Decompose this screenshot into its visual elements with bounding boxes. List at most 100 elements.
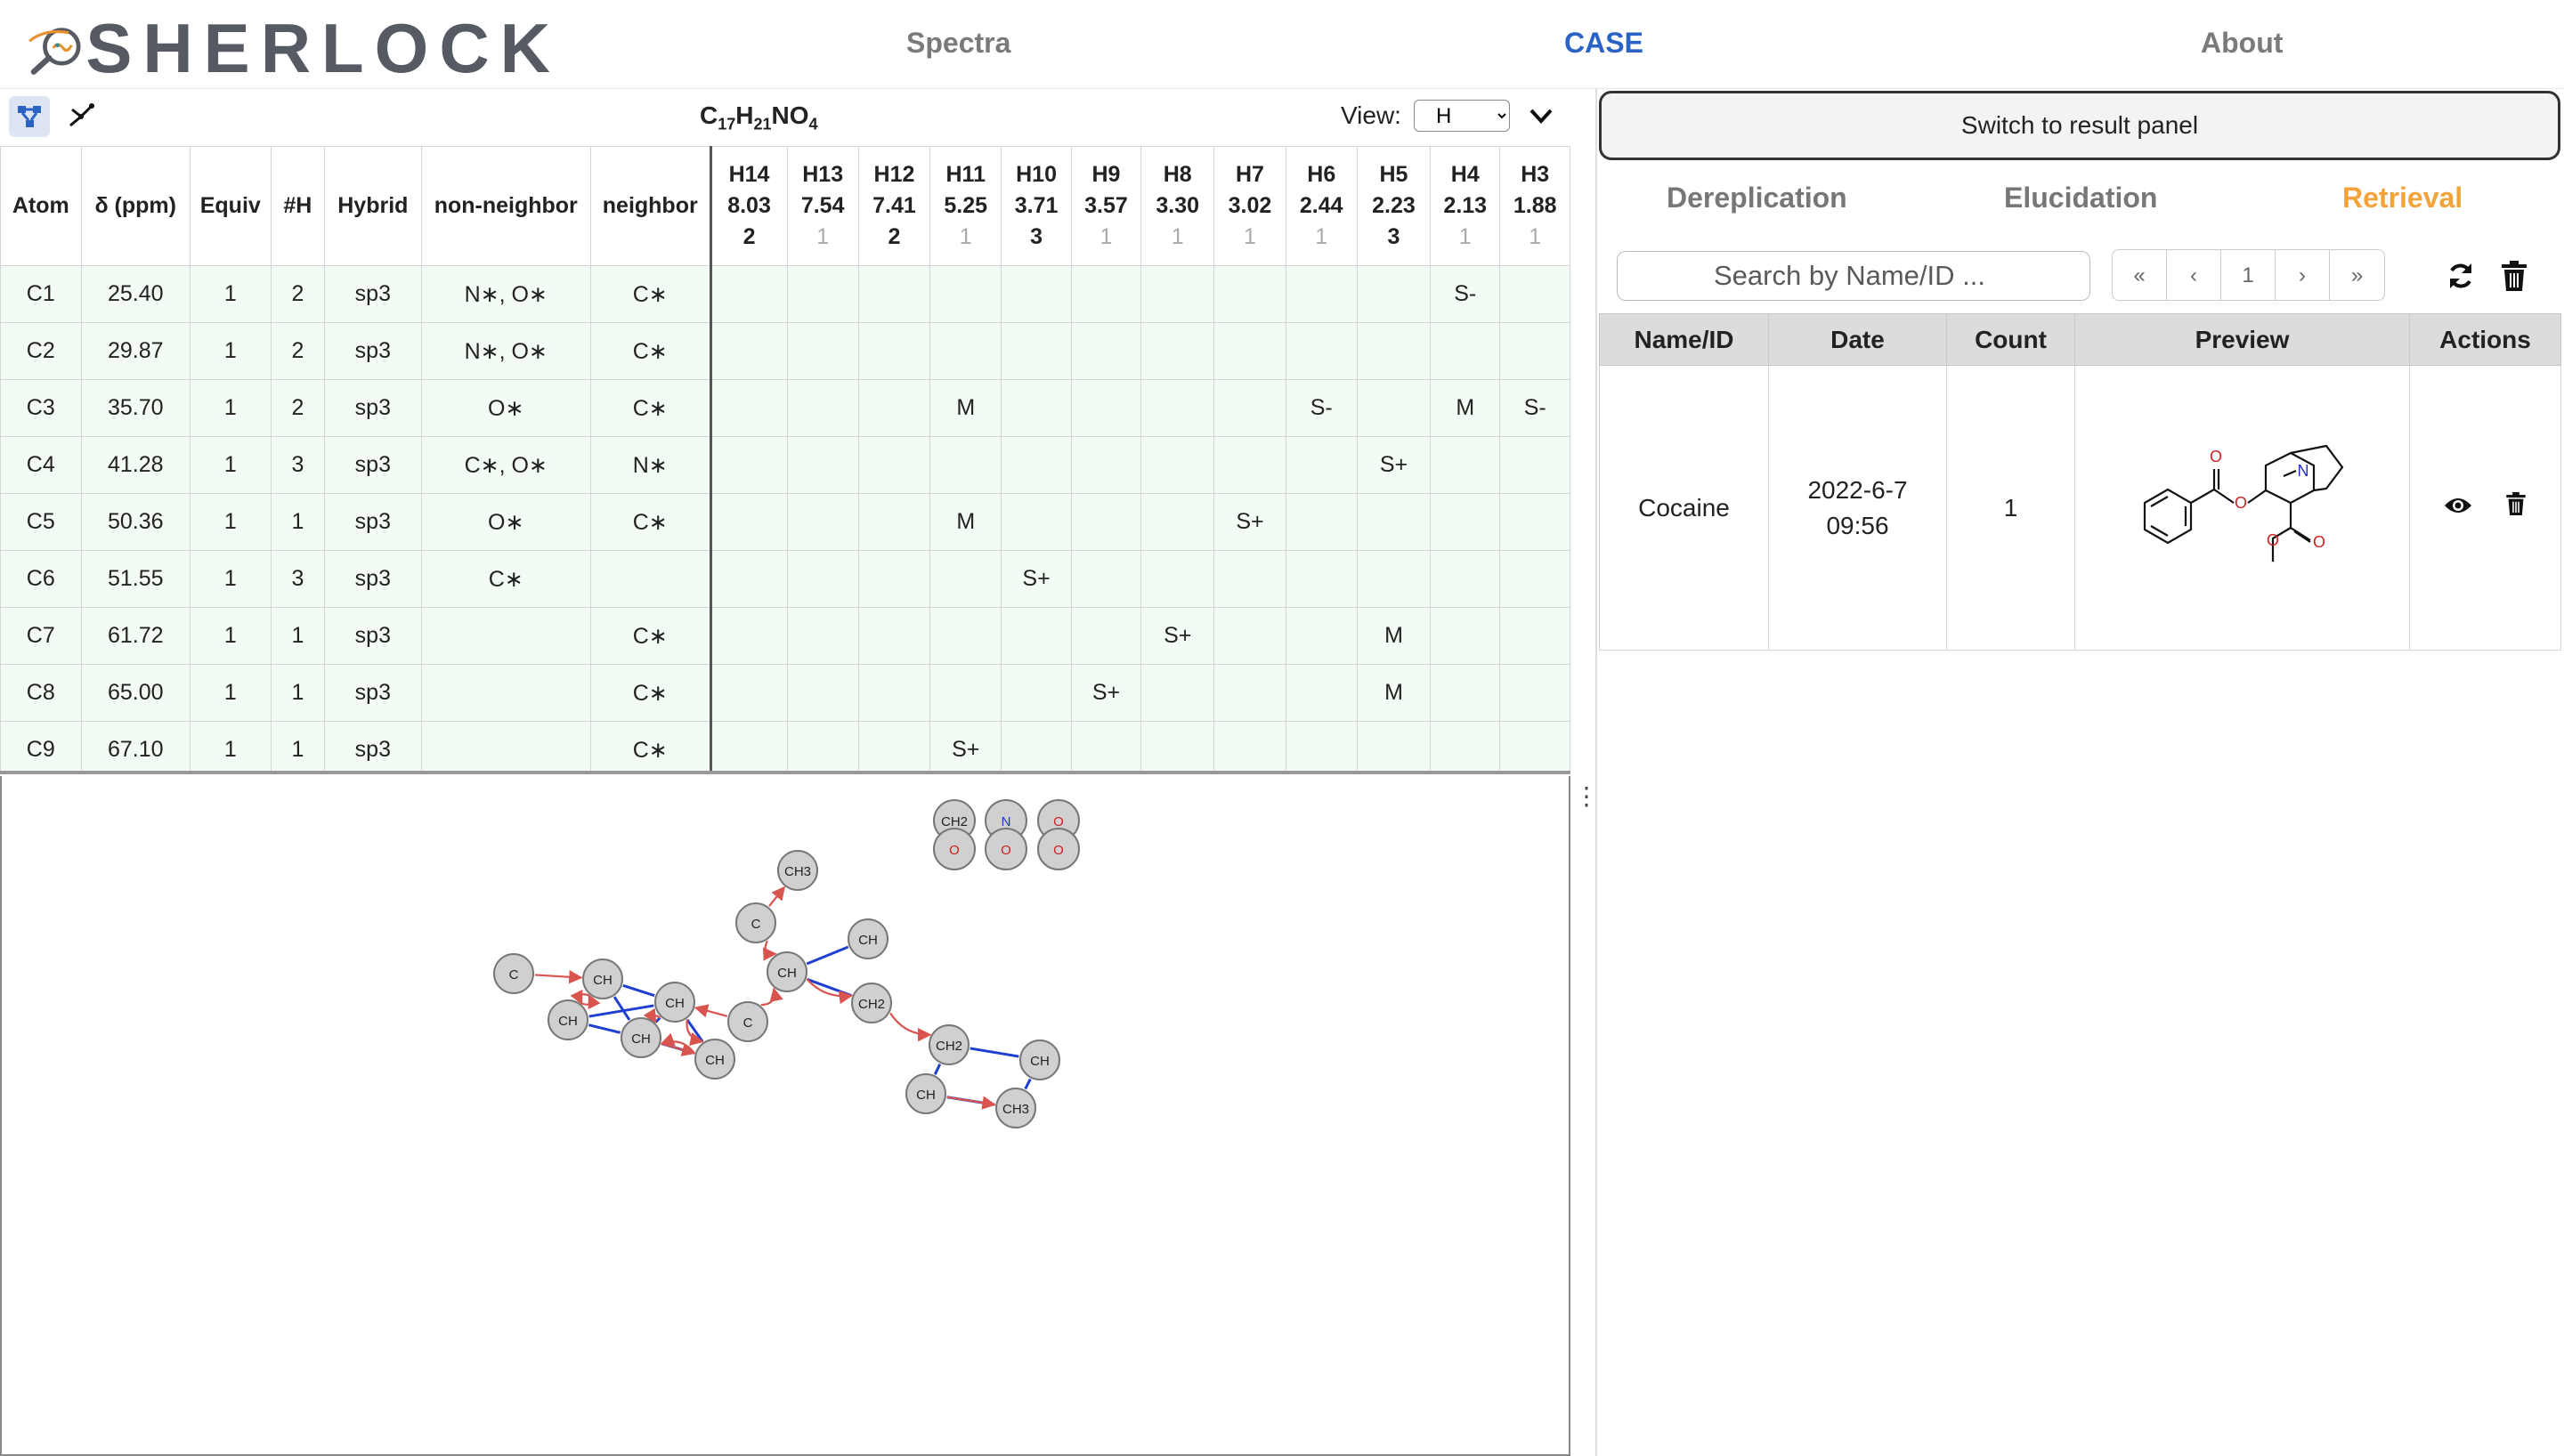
tab-dereplication[interactable]: Dereplication	[1667, 182, 1847, 214]
correlation-cell[interactable]	[1001, 664, 1072, 722]
cell-atom[interactable]: C3	[0, 379, 82, 437]
correlation-cell[interactable]: S+	[1001, 550, 1072, 608]
correlation-cell[interactable]	[1070, 607, 1142, 665]
correlation-cell[interactable]	[1140, 322, 1215, 380]
correlation-cell[interactable]	[1213, 322, 1286, 380]
cell-equiv[interactable]: 1	[189, 550, 272, 608]
correlation-cell[interactable]	[1140, 550, 1215, 608]
hmbc-edge[interactable]	[570, 989, 589, 1006]
cell-equiv[interactable]: 1	[189, 436, 272, 494]
col-header-shift[interactable]: δ (ppm)	[80, 146, 191, 266]
refresh-button[interactable]	[2443, 258, 2479, 294]
cell-neighbor[interactable]: C∗	[589, 493, 711, 551]
table-row[interactable]: C3 35.70 1 2 sp3 O∗ C∗ M S- M S-	[0, 379, 1570, 437]
cell-neighbor[interactable]: C∗	[589, 265, 711, 323]
tab-retrieval[interactable]: Retrieval	[2342, 182, 2463, 214]
cell-shift[interactable]: 51.55	[80, 550, 191, 608]
col-header-h6[interactable]: H6 2.44 1	[1285, 146, 1358, 266]
correlation-cell[interactable]	[1356, 322, 1432, 380]
correlation-cell[interactable]	[1140, 664, 1215, 722]
graph-node[interactable]: CH	[694, 1039, 735, 1080]
correlation-cell[interactable]: M	[1356, 607, 1432, 665]
col-header-h8[interactable]: H8 3.30 1	[1140, 146, 1215, 266]
cell-hybrid[interactable]: sp3	[324, 436, 422, 494]
hmbc-edge[interactable]	[763, 940, 777, 961]
graph-node-circle[interactable]	[694, 1039, 735, 1080]
cell-atom[interactable]: C2	[0, 322, 82, 380]
correlation-cell[interactable]: S+	[1070, 664, 1142, 722]
cell-atom[interactable]: C7	[0, 607, 82, 665]
view-button[interactable]	[2443, 490, 2473, 526]
cell-nonneighbor[interactable]: C∗, O∗	[420, 436, 591, 494]
cell-atom[interactable]: C8	[0, 664, 82, 722]
table-row[interactable]: C4 41.28 1 3 sp3 C∗, O∗ N∗ S+	[0, 436, 1570, 494]
correlation-cell[interactable]	[1070, 721, 1142, 771]
correlation-cell[interactable]	[1285, 436, 1358, 494]
col-header-h10[interactable]: H10 3.71 3	[1001, 146, 1072, 266]
col-header-nh[interactable]: #H	[270, 146, 326, 266]
correlation-cell[interactable]	[786, 550, 859, 608]
col-header-date[interactable]: Date	[1768, 313, 1947, 366]
col-header-h13[interactable]: H13 7.54 1	[786, 146, 859, 266]
col-header-hybrid[interactable]: Hybrid	[324, 146, 422, 266]
result-preview[interactable]: O O O O N	[2074, 365, 2410, 651]
correlation-cell[interactable]	[709, 379, 788, 437]
cosy-edge[interactable]	[613, 996, 631, 1021]
cell-atom[interactable]: C4	[0, 436, 82, 494]
hmbc-edge[interactable]	[946, 1096, 996, 1110]
cell-shift[interactable]: 35.70	[80, 379, 191, 437]
last-page-button[interactable]: »	[2350, 263, 2364, 287]
correlation-cell[interactable]	[1213, 664, 1286, 722]
correlation-cell[interactable]	[1213, 379, 1286, 437]
cosy-edge[interactable]	[933, 1064, 942, 1075]
correlation-cell[interactable]: S+	[1140, 607, 1215, 665]
graph-node[interactable]: CH	[905, 1073, 946, 1114]
atom-palette-circle[interactable]	[1037, 828, 1080, 870]
correlation-cell[interactable]	[1140, 721, 1215, 771]
correlation-cell[interactable]	[1213, 721, 1286, 771]
graph-node-circle[interactable]	[905, 1073, 946, 1114]
correlation-cell[interactable]	[1001, 436, 1072, 494]
graph-node[interactable]: CH3	[777, 850, 818, 891]
correlation-cell[interactable]	[857, 664, 931, 722]
col-header-h14[interactable]: H14 8.03 2	[709, 146, 788, 266]
chevron-down-icon[interactable]	[1528, 105, 1554, 126]
cell-shift[interactable]: 41.28	[80, 436, 191, 494]
table-row[interactable]: C2 29.87 1 2 sp3 N∗, O∗ C∗	[0, 322, 1570, 380]
correlation-cell[interactable]	[709, 265, 788, 323]
graph-node[interactable]: CH2	[851, 983, 892, 1023]
cell-equiv[interactable]: 1	[189, 322, 272, 380]
correlation-cell[interactable]	[1285, 607, 1358, 665]
sherlock-logo[interactable]: SHERLOCK	[27, 9, 561, 87]
graph-node-circle[interactable]	[848, 918, 888, 959]
correlation-cell[interactable]	[709, 607, 788, 665]
hmbc-edge[interactable]	[760, 987, 783, 1007]
cell-hybrid[interactable]: sp3	[324, 322, 422, 380]
cell-hybrid[interactable]: sp3	[324, 721, 422, 771]
cell-nonneighbor[interactable]	[420, 721, 591, 771]
graph-node-circle[interactable]	[995, 1088, 1036, 1128]
cell-hybrid[interactable]: sp3	[324, 607, 422, 665]
cell-nonneighbor[interactable]: N∗, O∗	[420, 322, 591, 380]
correlation-cell[interactable]	[709, 550, 788, 608]
table-row[interactable]: C5 50.36 1 1 sp3 O∗ C∗ M S+	[0, 493, 1570, 551]
correlation-cell[interactable]	[929, 322, 1002, 380]
correlation-cell[interactable]	[1499, 607, 1570, 665]
table-row[interactable]: Cocaine 2022-6-7 09:56 1	[1599, 365, 2561, 651]
hmbc-edge[interactable]	[534, 970, 583, 984]
hmbc-edge[interactable]	[661, 1042, 696, 1056]
graph-node[interactable]: CH	[1019, 1039, 1060, 1080]
search-input[interactable]	[1617, 251, 2090, 301]
graph-node[interactable]: C	[735, 902, 776, 943]
cell-nh[interactable]: 2	[270, 322, 326, 380]
correlation-cell[interactable]	[857, 322, 931, 380]
atom-palette-node[interactable]: O	[1037, 828, 1080, 870]
cosy-edge[interactable]	[622, 983, 655, 998]
correlation-cell[interactable]	[1070, 436, 1142, 494]
correlation-cell[interactable]	[709, 664, 788, 722]
correlation-cell[interactable]	[709, 493, 788, 551]
col-header-name[interactable]: Name/ID	[1599, 313, 1769, 366]
correlation-cell[interactable]: M	[929, 379, 1002, 437]
graph-node-circle[interactable]	[621, 1017, 661, 1058]
cell-atom[interactable]: C5	[0, 493, 82, 551]
